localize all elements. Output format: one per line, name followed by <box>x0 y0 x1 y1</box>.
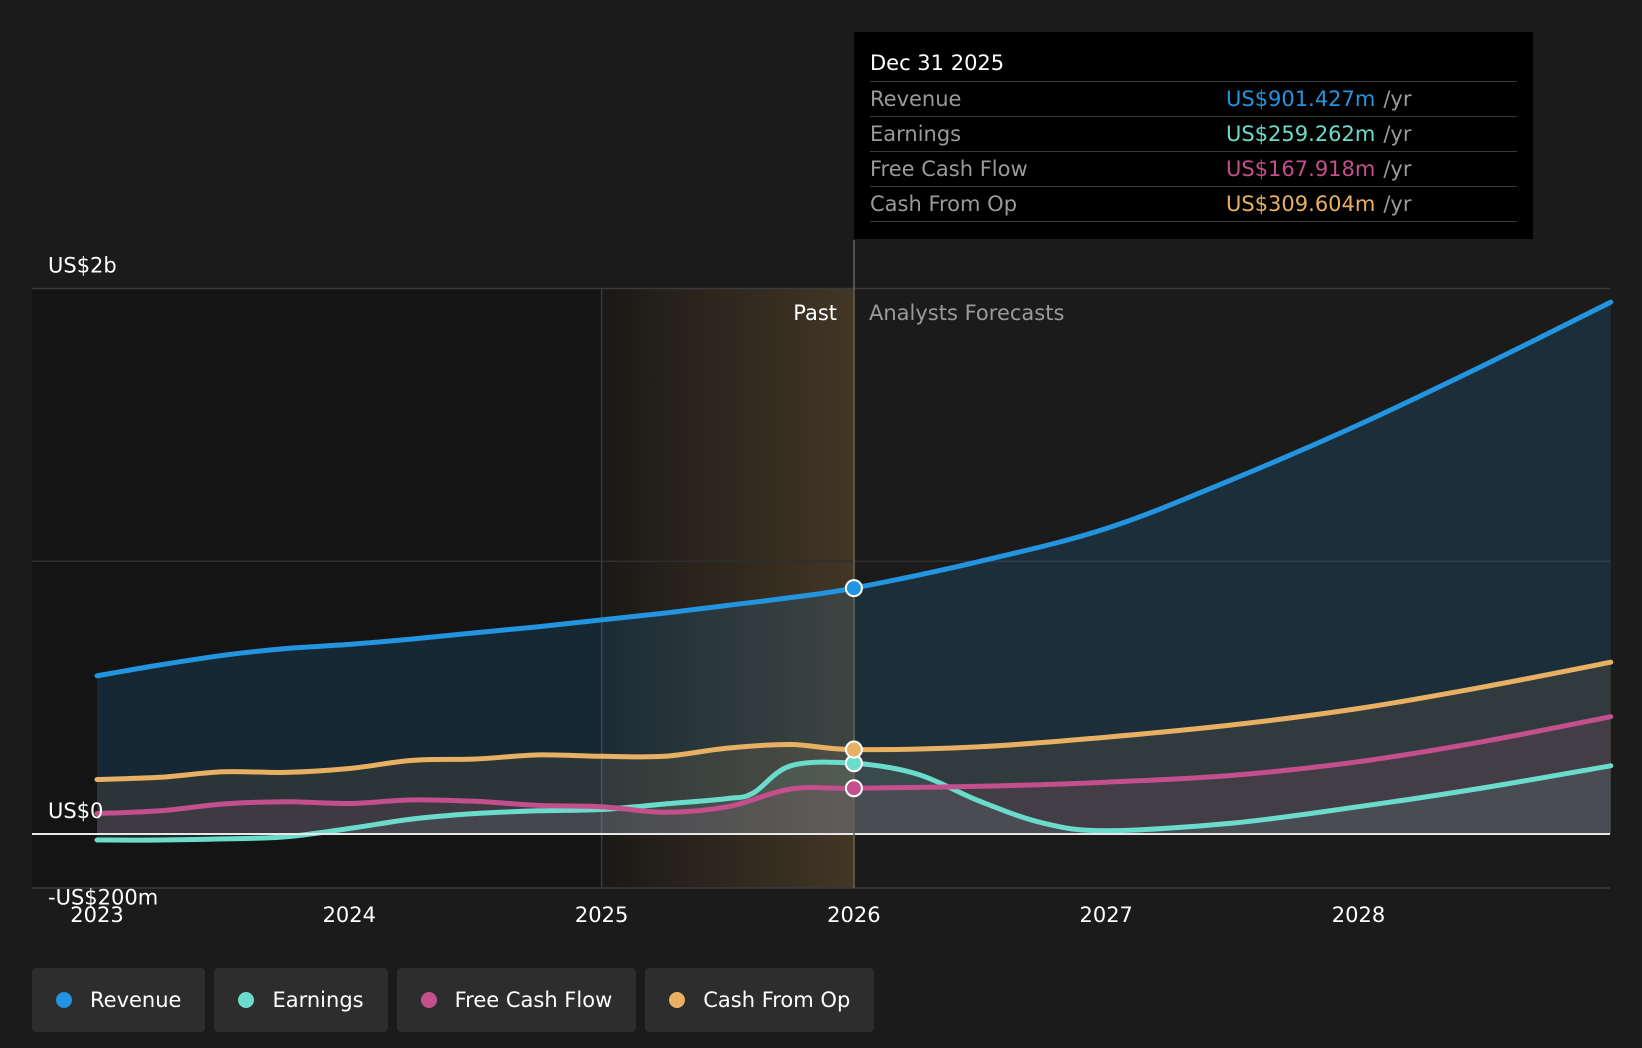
tooltip-date: Dec 31 2025 <box>870 46 1517 82</box>
grid-lines <box>32 287 1610 889</box>
tooltip-row-cash-from-op: Cash From Op US$309.604m/yr <box>870 187 1517 222</box>
legend-item-earnings[interactable]: Earnings <box>214 968 388 1032</box>
tooltip-row-label: Free Cash Flow <box>870 157 1028 181</box>
legend-label: Revenue <box>90 988 182 1012</box>
tooltip-row-value: US$309.604m <box>1226 192 1376 216</box>
legend-dot-icon <box>669 992 686 1008</box>
tooltip-row-unit: /yr <box>1383 87 1412 111</box>
free-cash-flow-point-2026 <box>844 779 863 798</box>
tooltip-row-label: Cash From Op <box>870 192 1018 216</box>
tooltip-row-label: Revenue <box>870 87 962 111</box>
y-axis-labels: US$2b US$0 -US$200m <box>48 254 158 910</box>
x-tick-label-2023: 2023 <box>70 903 123 927</box>
forecast-label: Analysts Forecasts <box>869 301 1064 325</box>
cash-from-op-line <box>94 659 1614 782</box>
free-cash-flow-area <box>97 716 1611 834</box>
legend-label: Earnings <box>272 988 364 1012</box>
x-tick-label-2026: 2026 <box>827 903 880 927</box>
tooltip-row-value: US$901.427m <box>1226 87 1376 111</box>
y-tick-label-0: US$2b <box>48 254 117 278</box>
tooltip-row-revenue: Revenue US$901.427m/yr <box>870 82 1517 117</box>
tooltip-row-unit: /yr <box>1383 192 1412 216</box>
tooltip-panel: Dec 31 2025 Revenue US$901.427m/yr Earning… <box>854 32 1533 239</box>
y-tick-label-1: US$0 <box>48 799 103 823</box>
free-cash-flow-line <box>94 714 1614 816</box>
cash-from-op-area <box>97 662 1611 834</box>
tooltip-row-free-cash-flow: Free Cash Flow US$167.918m/yr <box>870 152 1517 187</box>
legend-dot-icon <box>420 992 437 1008</box>
x-tick-label-2024: 2024 <box>323 903 376 927</box>
x-tick-label-2027: 2027 <box>1079 903 1132 927</box>
legend-label: Cash From Op <box>703 988 851 1012</box>
legend-label: Free Cash Flow <box>454 988 613 1012</box>
legend: Revenue Earnings Free Cash Flow Cash From O… <box>32 968 875 1032</box>
cash-from-op-point-2026 <box>844 740 863 759</box>
legend-item-revenue[interactable]: Revenue <box>32 968 206 1032</box>
legend-item-free-cash-flow[interactable]: Free Cash Flow <box>396 968 637 1032</box>
legend-item-cash-from-op[interactable]: Cash From Op <box>645 968 875 1032</box>
legend-dot-icon <box>56 992 72 1008</box>
tooltip-row-label: Earnings <box>870 122 962 146</box>
earnings-line <box>94 759 1614 843</box>
tooltip-row-value: US$259.262m <box>1226 122 1376 146</box>
past-label: Past <box>793 301 837 325</box>
series-markers <box>844 579 863 798</box>
tooltip-row-value: US$167.918m <box>1226 157 1376 181</box>
tooltip-row-unit: /yr <box>1383 122 1412 146</box>
revenue-line <box>94 299 1614 679</box>
legend-dot-icon <box>238 992 255 1008</box>
y-tick-label-2: -US$200m <box>48 886 158 910</box>
revenue-area <box>97 302 1611 835</box>
revenue-point-2026 <box>844 579 863 598</box>
series-lines <box>32 299 1614 843</box>
x-tick-label-2028: 2028 <box>1332 903 1385 927</box>
x-axis-labels: 2023 2024 2025 2026 2027 2028 <box>70 903 1385 927</box>
x-tick-label-2025: 2025 <box>575 903 628 927</box>
tooltip-row-earnings: Earnings US$259.262m/yr <box>870 117 1517 152</box>
tooltip-row-unit: /yr <box>1383 157 1412 181</box>
